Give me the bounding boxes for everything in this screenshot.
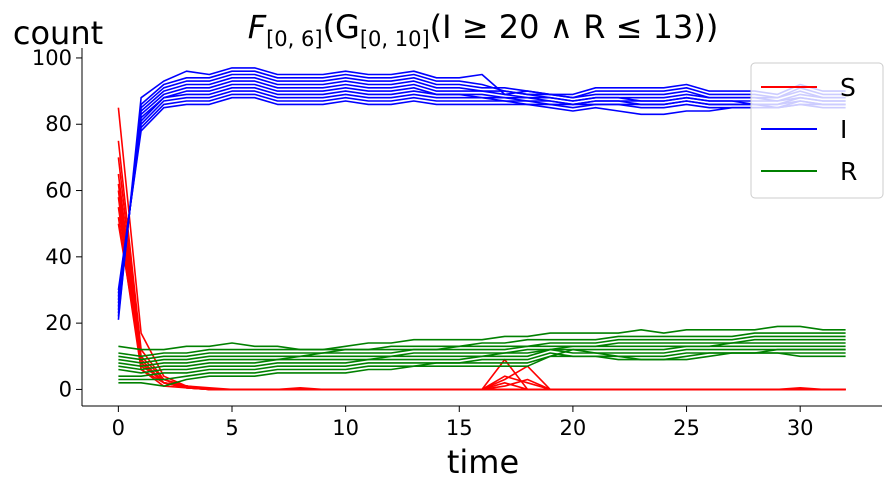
legend-box <box>750 62 884 199</box>
y-tick-label: 60 <box>45 179 72 203</box>
series-line-r-30 <box>118 348 846 387</box>
x-tick-label: 5 <box>225 416 238 440</box>
series-line-i-13 <box>117 73 846 314</box>
title-part-f-sub: [0, 6] <box>266 27 322 51</box>
x-tick-label: 20 <box>560 416 587 440</box>
x-tick-label: 30 <box>787 416 814 440</box>
series-line-s-2 <box>117 140 846 391</box>
series-lines <box>117 67 846 391</box>
series-line-s-5 <box>117 183 846 391</box>
x-tick-label: 0 <box>112 416 125 440</box>
series-line-r-22 <box>118 332 846 358</box>
series-line-i-19 <box>117 93 846 294</box>
legend-label-r: R <box>840 157 857 186</box>
legend-label-s: S <box>840 73 856 102</box>
title-part-g-sub: [0, 10] <box>360 27 430 51</box>
series-line-r-29 <box>118 352 846 381</box>
series-line-r-21 <box>118 325 846 351</box>
series-line-i-14 <box>117 77 846 310</box>
series-line-r-24 <box>118 338 846 364</box>
x-tick-label: 10 <box>332 416 359 440</box>
title-part-rest: (I ≥ 20 ∧ R ≤ 13)) <box>430 8 719 46</box>
x-axis-label: time <box>447 443 519 481</box>
series-line-s-1 <box>117 107 846 391</box>
series-line-i-18 <box>117 90 846 297</box>
axes: 0 5 10 15 20 25 30 0 20 40 60 80 100 <box>32 46 882 440</box>
legend-label-i: I <box>840 115 847 144</box>
series-line-s-7 <box>117 197 846 391</box>
series-line-s-8 <box>117 206 846 391</box>
x-tick-label: 25 <box>673 416 700 440</box>
x-tick-label: 15 <box>446 416 473 440</box>
legend: SIR <box>750 62 884 199</box>
series-line-i-15 <box>117 80 846 307</box>
chart-title: F[0, 6](G[0, 10](I ≥ 20 ∧ R ≤ 13)) <box>248 8 719 51</box>
series-line-i-17 <box>117 87 846 301</box>
y-tick-label: 80 <box>45 112 72 136</box>
series-line-r-25 <box>118 342 846 367</box>
y-tick-label: 20 <box>45 311 72 335</box>
series-line-s-3 <box>117 157 846 391</box>
title-part-g: (G <box>323 8 360 46</box>
series-line-r-27 <box>118 348 846 374</box>
y-tick-label: 100 <box>32 46 72 70</box>
series-line-i-16 <box>117 83 846 304</box>
series-line-i-20 <box>117 96 846 291</box>
series-line-s-10 <box>117 223 846 391</box>
y-axis-label: count <box>13 14 103 52</box>
series-line-i-12 <box>117 70 846 317</box>
y-tick-label: 40 <box>45 245 72 269</box>
series-line-i-11 <box>117 67 846 320</box>
y-tick-label: 0 <box>59 377 72 401</box>
title-part-f: F <box>248 8 267 46</box>
series-line-r-23 <box>118 335 846 361</box>
